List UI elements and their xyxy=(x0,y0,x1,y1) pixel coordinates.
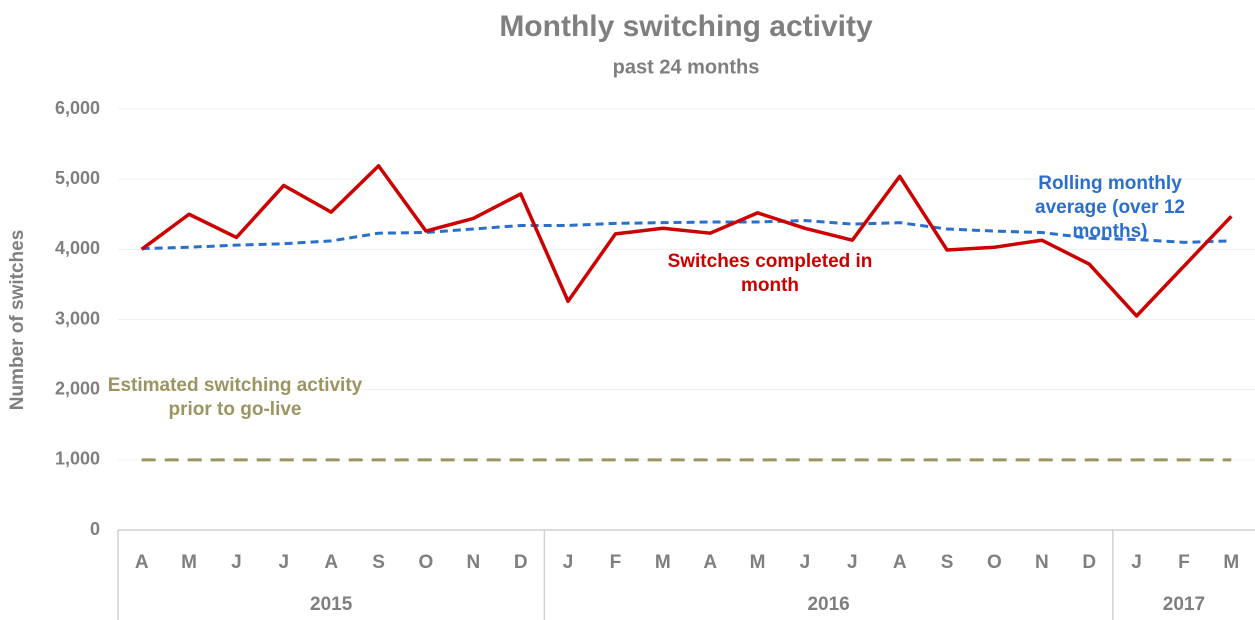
x-group-label: 2015 xyxy=(310,594,353,615)
x-tick-label: S xyxy=(941,552,954,573)
x-tick-label: D xyxy=(1082,552,1096,573)
series-label: Rolling monthly average (over 12 months) xyxy=(1035,173,1185,242)
x-tick-label: A xyxy=(703,552,717,573)
x-tick-label: O xyxy=(419,552,434,573)
x-tick-label: A xyxy=(893,552,907,573)
x-tick-label: J xyxy=(279,552,290,573)
series-label: Estimated switching activity prior to go… xyxy=(107,375,363,420)
x-group-label: 2016 xyxy=(807,594,849,615)
x-tick-label: S xyxy=(372,552,385,573)
x-tick-label: J xyxy=(231,552,242,573)
y-tick-label: 3,000 xyxy=(55,308,100,328)
x-tick-label: J xyxy=(1131,552,1142,573)
y-tick-label: 6,000 xyxy=(55,98,100,118)
y-tick-label: 2,000 xyxy=(55,378,100,398)
x-tick-label: M xyxy=(181,552,197,573)
x-tick-label: D xyxy=(514,552,528,573)
x-tick-label: J xyxy=(563,552,574,573)
y-tick-label: 5,000 xyxy=(55,168,100,188)
series-label-text: Switches completed in month xyxy=(667,251,873,296)
series-line xyxy=(140,164,1233,318)
x-tick-label: N xyxy=(466,552,480,573)
x-tick-label: O xyxy=(987,552,1002,573)
y-tick-label: 4,000 xyxy=(55,238,100,258)
y-axis-label: Number of switches xyxy=(7,230,28,411)
chart-title: Monthly switching activity xyxy=(499,10,873,43)
x-tick-label: M xyxy=(1223,552,1239,573)
chart-subtitle: past 24 months xyxy=(613,56,760,78)
x-tick-label: J xyxy=(847,552,858,573)
series-label-text: Rolling monthly average (over 12 months) xyxy=(1035,173,1185,242)
series-label: Switches completed in month xyxy=(667,251,873,296)
series-label-text: Estimated switching activity prior to go… xyxy=(107,375,363,420)
x-tick-label: F xyxy=(610,552,622,573)
y-tick-label: 1,000 xyxy=(55,449,100,469)
x-tick-label: M xyxy=(750,552,766,573)
y-tick-label: 0 xyxy=(90,519,100,539)
x-group-label: 2017 xyxy=(1163,594,1205,615)
x-tick-label: M xyxy=(655,552,671,573)
x-tick-label: A xyxy=(324,552,338,573)
x-tick-label: J xyxy=(800,552,811,573)
x-tick-label: F xyxy=(1178,552,1190,573)
x-tick-label: N xyxy=(1035,552,1049,573)
x-tick-label: A xyxy=(135,552,149,573)
